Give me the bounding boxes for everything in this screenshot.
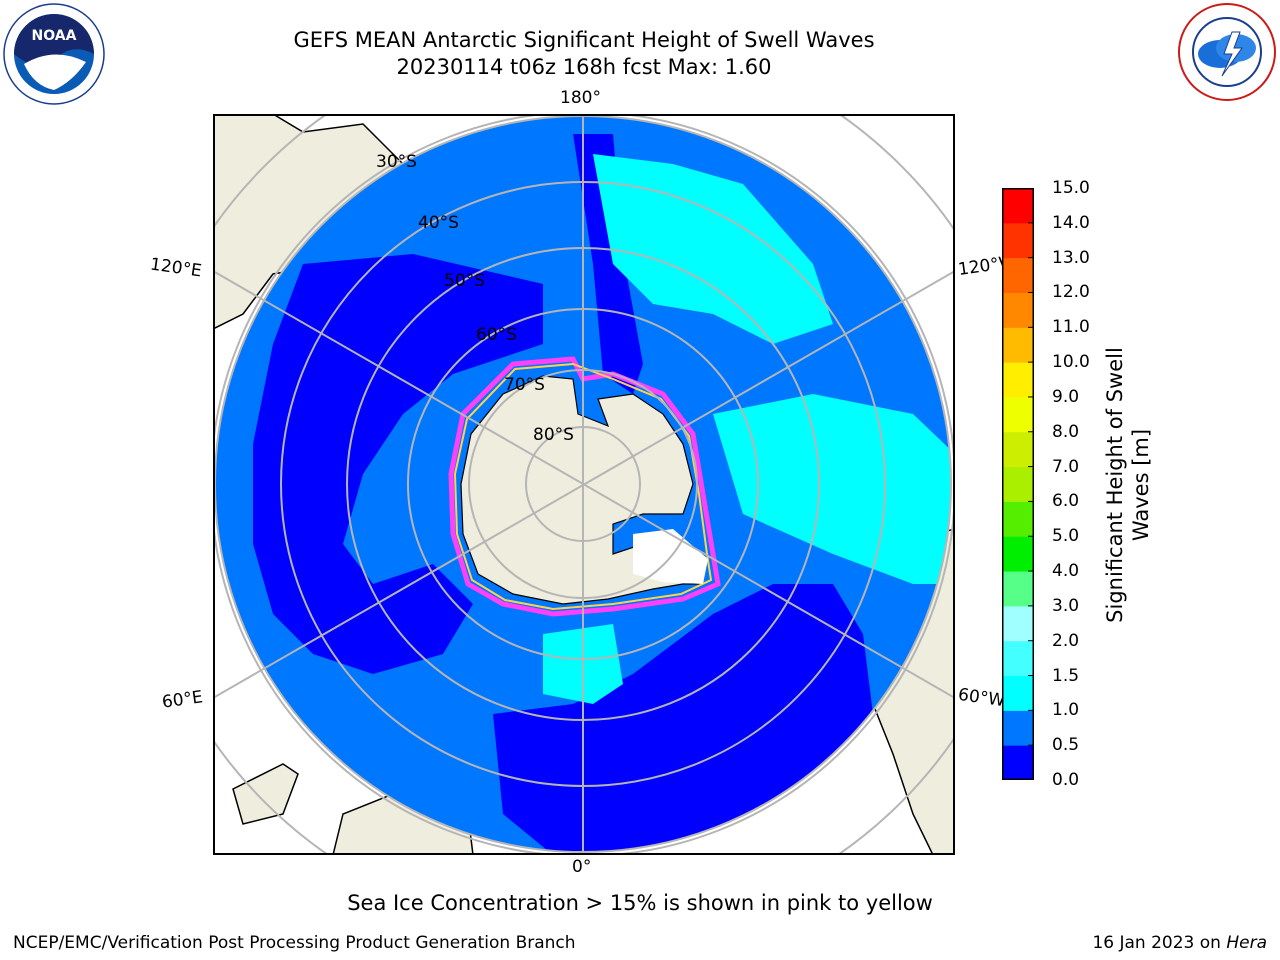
lon-label-60w: 60°W bbox=[956, 684, 1007, 712]
colorbar-tick-label: 5.0 bbox=[1052, 526, 1080, 547]
lon-label-0: 0° bbox=[572, 857, 592, 877]
colorbar-segment bbox=[1002, 536, 1034, 572]
sea-ice-note: Sea Ice Concentration > 15% is shown in … bbox=[347, 891, 933, 915]
colorbar-segment bbox=[1002, 431, 1034, 468]
swell-mid-east bbox=[713, 394, 951, 584]
lat-label-50s: 50°S bbox=[444, 271, 485, 291]
colorbar-tick-label: 11.0 bbox=[1052, 317, 1090, 338]
footer-host: Hera bbox=[1226, 933, 1267, 953]
noaa-logo-text: NOAA bbox=[32, 28, 77, 44]
colorbar-tick-label: 8.0 bbox=[1052, 421, 1080, 442]
colorbar-tick-label: 10.0 bbox=[1052, 352, 1090, 373]
colorbar-segment bbox=[1002, 745, 1034, 780]
footer-date-text: 16 Jan 2023 on bbox=[1092, 933, 1227, 953]
colorbar-tick-label: 13.0 bbox=[1052, 247, 1090, 268]
colorbar-tick-label: 4.0 bbox=[1052, 561, 1080, 582]
colorbar-segment bbox=[1002, 675, 1034, 711]
colorbar-tick-label: 15.0 bbox=[1052, 178, 1090, 198]
madagascar-landmass bbox=[232, 763, 299, 825]
polar-map bbox=[213, 114, 955, 855]
swell-low-indian bbox=[253, 254, 543, 674]
colorbar-tick-label: 0.0 bbox=[1052, 770, 1080, 790]
colorbar-segment bbox=[1002, 362, 1034, 398]
colorbar-segment bbox=[1002, 396, 1034, 433]
colorbar-segment bbox=[1002, 257, 1034, 293]
lon-label-60e: 60°E bbox=[160, 687, 205, 713]
colorbar-segment bbox=[1002, 466, 1034, 502]
colorbar-segment bbox=[1002, 292, 1034, 328]
lon-label-120e: 120°E bbox=[148, 254, 203, 282]
chart-subtitle: 20230114 t06z 168h fcst Max: 1.60 bbox=[396, 55, 772, 79]
lat-label-80s: 80°S bbox=[533, 425, 574, 445]
swell-low-atlantic bbox=[493, 584, 873, 852]
colorbar-segment bbox=[1002, 222, 1034, 259]
colorbar-tick-label: 7.0 bbox=[1052, 456, 1080, 477]
chart-title: GEFS MEAN Antarctic Significant Height o… bbox=[293, 28, 875, 52]
footer-date: 16 Jan 2023 on Hera bbox=[1092, 933, 1267, 953]
colorbar-segment bbox=[1002, 571, 1034, 607]
lat-label-30s: 30°S bbox=[376, 152, 417, 172]
colorbar-tick-label: 9.0 bbox=[1052, 386, 1080, 407]
lat-label-70s: 70°S bbox=[504, 375, 545, 395]
swell-mid-pacific bbox=[593, 154, 833, 344]
colorbar-segment bbox=[1002, 605, 1034, 642]
colorbar-segment bbox=[1002, 327, 1034, 363]
colorbar-tick-label: 14.0 bbox=[1052, 212, 1090, 233]
lat-label-60s: 60°S bbox=[476, 325, 517, 345]
sea-ice-edge bbox=[448, 356, 721, 617]
colorbar-segment bbox=[1002, 710, 1034, 746]
colorbar-tick-label: 12.0 bbox=[1052, 282, 1090, 303]
noaa-logo: NOAA bbox=[3, 3, 105, 105]
colorbar-label: Significant Height of Swell Waves [m] bbox=[1103, 347, 1153, 623]
colorbar-tick-label: 0.5 bbox=[1052, 735, 1080, 756]
colorbar-tick-label: 2.0 bbox=[1052, 630, 1080, 651]
footer-branch: NCEP/EMC/Verification Post Processing Pr… bbox=[13, 933, 576, 953]
lon-label-180: 180° bbox=[560, 88, 601, 108]
colorbar-tick-label: 6.0 bbox=[1052, 491, 1080, 512]
colorbar bbox=[1002, 188, 1034, 780]
sea-ice-inner bbox=[453, 362, 713, 611]
colorbar-segment bbox=[1002, 188, 1034, 224]
graticule bbox=[213, 114, 955, 855]
swell-low-ross bbox=[573, 134, 643, 394]
colorbar-tick-label: 1.5 bbox=[1052, 665, 1080, 686]
colorbar-segment bbox=[1002, 640, 1034, 677]
lat-label-40s: 40°S bbox=[418, 213, 459, 233]
nws-logo bbox=[1178, 3, 1276, 101]
colorbar-segment bbox=[1002, 501, 1034, 537]
colorbar-tick-label: 1.0 bbox=[1052, 700, 1080, 721]
colorbar-tick-label: 3.0 bbox=[1052, 595, 1080, 616]
